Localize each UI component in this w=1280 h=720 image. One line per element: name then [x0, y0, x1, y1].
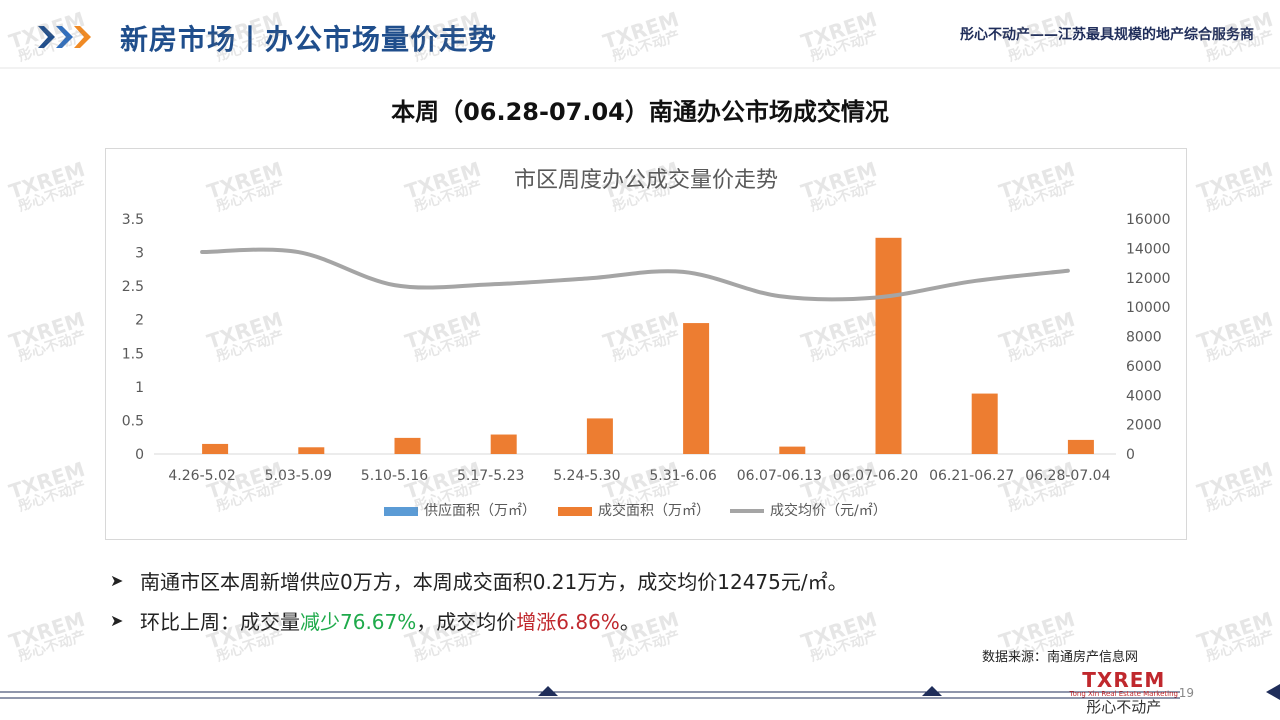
- bar-deal: [779, 446, 806, 454]
- x-tick-label: 06.21-06.27: [929, 468, 1014, 484]
- price-line: [200, 247, 1070, 302]
- watermark-brand: TXREM: [6, 606, 88, 654]
- watermark-cn: 彤心不动产: [16, 478, 88, 515]
- summary-line-1: 南通市区本周新增供应0万方，本周成交面积0.21万方，成交均价12475元/㎡。: [140, 569, 848, 594]
- y-right-tick-label: 8000: [1126, 330, 1162, 346]
- chevron-right-icon: [38, 26, 91, 48]
- y-left-tick-label: 1: [135, 380, 144, 396]
- bullet-arrow-icon: ➤: [110, 570, 124, 590]
- footer-logo: TXREM Tong Xin Real Estate Marketing 彤心不…: [1070, 670, 1178, 716]
- bar-deal: [202, 443, 229, 454]
- x-tick-label: 4.26-5.02: [168, 468, 235, 484]
- footer-decoration: [0, 684, 1280, 700]
- x-tick-label: 06.07-06.20: [833, 468, 918, 484]
- watermark-cn: 彤心不动产: [1204, 478, 1276, 515]
- summary-bullet: ➤ 环比上周：成交量 减少76.67% ，成交均价 增涨6.86%。: [110, 600, 1210, 640]
- x-tick-label: 5.10-5.16: [361, 468, 428, 484]
- bar-deal: [586, 418, 613, 454]
- watermark-brand: TXREM: [6, 456, 88, 504]
- y-right-tick-label: 0: [1126, 447, 1135, 463]
- section-title: 新房市场丨办公市场量价走势: [120, 23, 498, 56]
- y-right-tick-label: 10000: [1126, 300, 1171, 316]
- page-number: 19: [1178, 686, 1194, 700]
- legend-label: 成交面积（万㎡）: [598, 502, 710, 519]
- x-tick-label: 06.28-07.04: [1025, 468, 1110, 484]
- summary-line-2-end: 。: [619, 609, 640, 634]
- legend-label: 成交均价（元/㎡）: [770, 502, 887, 519]
- y-left-tick-label: 0: [135, 447, 144, 463]
- header: 新房市场丨办公市场量价走势 彤心不动产——江苏最具规模的地产综合服务商: [0, 0, 1280, 72]
- watermark-cn: 彤心不动产: [1204, 328, 1276, 365]
- y-left-tick-label: 2.5: [122, 279, 144, 295]
- watermark-cn: 彤心不动产: [16, 628, 88, 665]
- y-right-tick-label: 2000: [1126, 418, 1162, 434]
- bar-deal: [490, 434, 517, 454]
- bar-deal: [394, 437, 421, 454]
- y-right-tick-label: 16000: [1126, 212, 1171, 228]
- bar-deal: [683, 323, 710, 454]
- combo-chart: 市区周度办公成交量价走势 0 0.5 1 1.5 2 2.5 3 3.5 0 2000 4000 600…: [122, 168, 1171, 519]
- y-right-tick-label: 12000: [1126, 271, 1171, 287]
- y-right-tick-label: 6000: [1126, 359, 1162, 375]
- x-tick-label: 06.07-06.13: [737, 468, 822, 484]
- watermark-cn: 彤心不动产: [1204, 628, 1276, 665]
- data-source: 数据来源：南通房产信息网: [981, 650, 1138, 665]
- watermark: TXREM 彤心不动产: [6, 156, 92, 215]
- bar-deal: [298, 447, 325, 454]
- legend-label: 供应面积（万㎡）: [424, 502, 536, 519]
- chart-title: 市区周度办公成交量价走势: [514, 168, 778, 193]
- watermark-brand: TXREM: [1194, 456, 1276, 504]
- logo-subtitle: Tong Xin Real Estate Marketing: [1069, 690, 1178, 698]
- x-tick-label: 5.17-5.23: [457, 468, 524, 484]
- summary-bullet: ➤ 南通市区本周新增供应0万方，本周成交面积0.21万方，成交均价12475元/…: [110, 560, 1210, 600]
- watermark-cn: 彤心不动产: [16, 328, 88, 365]
- y-left-tick-label: 1.5: [122, 346, 144, 362]
- bullet-arrow-icon: ➤: [110, 610, 124, 630]
- y-left-tick-label: 2: [135, 313, 144, 329]
- watermark-cn: 彤心不动产: [1204, 178, 1276, 215]
- y-right-tick-label: 4000: [1126, 388, 1162, 404]
- bar-deal: [971, 393, 998, 454]
- y-left-tick-label: 3: [135, 246, 144, 262]
- x-tick-label: 5.03-5.09: [265, 468, 332, 484]
- logo-chinese: 彤心不动产: [1086, 698, 1162, 716]
- chart-container: 市区周度办公成交量价走势 0 0.5 1 1.5 2 2.5 3 3.5 0 2000 4000 600…: [105, 148, 1187, 540]
- logo-brand: TXREM: [1082, 668, 1166, 692]
- watermark: TXREM 彤心不动产: [1194, 156, 1280, 215]
- volume-change: 减少76.67%: [300, 609, 417, 634]
- watermark: TXREM 彤心不动产: [6, 456, 92, 515]
- watermark: TXREM 彤心不动产: [6, 306, 92, 365]
- y-left-tick-label: 3.5: [122, 212, 144, 228]
- watermark-brand: TXREM: [1194, 156, 1276, 204]
- summary-bullets: ➤ 南通市区本周新增供应0万方，本周成交面积0.21万方，成交均价12475元/…: [110, 560, 1210, 640]
- bar-deal: [1067, 439, 1094, 454]
- watermark: TXREM 彤心不动产: [1194, 306, 1280, 365]
- bar-deal: [875, 237, 902, 454]
- watermark-brand: TXREM: [6, 156, 88, 204]
- header-divider: [0, 67, 1280, 69]
- price-change: 增涨6.86%: [516, 609, 620, 634]
- watermark: TXREM 彤心不动产: [1194, 456, 1280, 515]
- page-heading: 本周（06.28-07.04）南通办公市场成交情况: [391, 98, 889, 126]
- x-tick-label: 5.24-5.30: [553, 468, 620, 484]
- company-tagline: 彤心不动产——江苏最具规模的地产综合服务商: [960, 27, 1254, 43]
- watermark-brand: TXREM: [6, 306, 88, 354]
- watermark-brand: TXREM: [1194, 306, 1276, 354]
- legend-swatch: [384, 507, 418, 516]
- watermark: TXREM 彤心不动产: [6, 606, 92, 665]
- y-left-tick-label: 0.5: [122, 413, 144, 429]
- watermark-cn: 彤心不动产: [16, 178, 88, 215]
- summary-line-2-mid: ，成交均价: [416, 609, 517, 634]
- summary-line-2-prefix: 环比上周：成交量: [140, 609, 300, 634]
- legend-swatch: [558, 507, 592, 516]
- y-right-tick-label: 14000: [1126, 241, 1171, 257]
- x-tick-label: 5.31-6.06: [649, 468, 716, 484]
